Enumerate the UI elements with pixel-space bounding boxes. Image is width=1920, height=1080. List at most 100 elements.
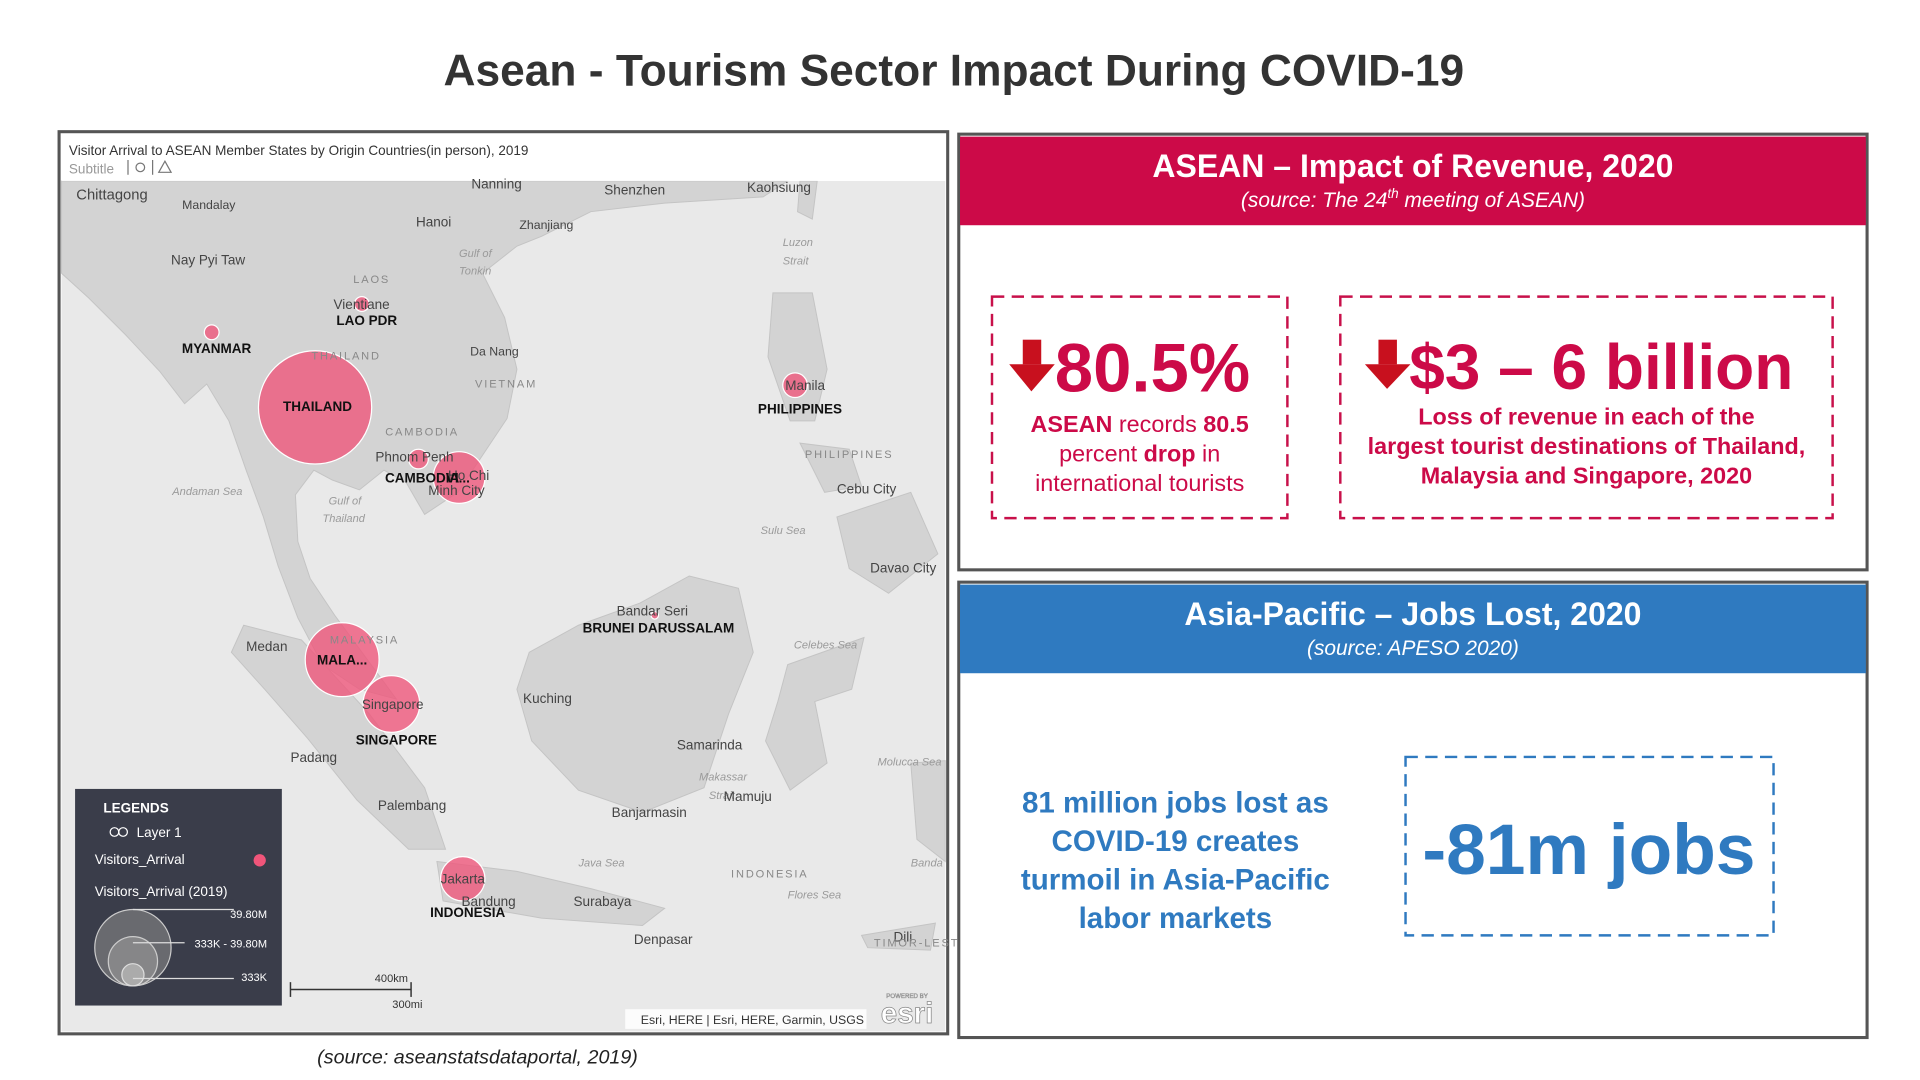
map-land	[61, 180, 946, 951]
kpi-description: largest tourist destinations of Thailand…	[1368, 433, 1806, 459]
country-label: LAO PDR	[336, 313, 397, 328]
kpi-description: Loss of revenue in each of the	[1418, 404, 1754, 430]
country-label: CAMBODIA	[385, 470, 460, 485]
map-title: Visitor Arrival to ASEAN Member States b…	[69, 143, 528, 158]
place-label: Dili	[894, 930, 913, 945]
source-part: (source: The 24	[1241, 189, 1387, 212]
place-label: Bandung	[462, 894, 516, 909]
description-part: percent	[1059, 441, 1143, 467]
country-label: MYANMAR	[182, 341, 252, 356]
card-title: ASEAN – Impact of Revenue, 2020	[1152, 148, 1673, 184]
place-label: Banda	[911, 857, 943, 869]
legend-size-label: 333K - 39.80M	[194, 939, 267, 951]
place-label: Tonkin	[459, 265, 491, 277]
place-label: Kuching	[523, 691, 572, 706]
place-label: MALAYSIA	[330, 635, 399, 647]
kpi-box	[1339, 295, 1834, 520]
place-label: Gulf of	[329, 496, 364, 508]
country-label: VI...	[446, 470, 470, 485]
attribution-bg	[625, 1009, 867, 1029]
kpi-description: Malaysia and Singapore, 2020	[1421, 463, 1752, 489]
place-label: Da Nang	[470, 345, 519, 359]
kpi-description: percent drop in	[1059, 441, 1220, 467]
legend-size-label: 39.80M	[230, 909, 267, 921]
place-label: Bandar Seri	[617, 603, 688, 618]
bubbles	[203, 296, 808, 902]
down-arrow	[1009, 339, 1055, 392]
legend-layer: Layer 1	[137, 825, 182, 840]
description-part: in	[1196, 441, 1221, 467]
place-label: Hanoi	[416, 214, 451, 229]
country-label: INDONESIA	[430, 905, 505, 920]
place-label: Surabaya	[574, 894, 632, 909]
description-part: drop	[1144, 441, 1196, 467]
page-title: Asean - Tourism Sector Impact During COV…	[444, 47, 1465, 96]
legend-size-title: Visitors_Arrival (2019)	[95, 884, 228, 899]
source-part: th	[1387, 186, 1398, 201]
place-label: VIETNAM	[475, 379, 537, 391]
description-part: international tourists	[1035, 470, 1244, 496]
place-label: Chittagong	[76, 187, 147, 203]
description-part: records	[1112, 411, 1203, 437]
footnote: (source: aseanstatsdataportal, 2019)	[317, 1046, 638, 1068]
map-header	[61, 134, 946, 181]
place-label: Nanning	[471, 176, 521, 191]
place-label: Mandalay	[182, 198, 236, 212]
map-icons	[127, 159, 173, 175]
legend-size-symbols	[94, 827, 266, 987]
place-label: Kaohsiung	[747, 180, 811, 195]
place-label: Palembang	[378, 798, 446, 813]
place-label: Luzon	[783, 237, 813, 249]
country-label: THAILAND	[283, 399, 352, 414]
place-label: Andaman Sea	[171, 486, 242, 498]
place-label: CAMBODIA	[385, 427, 459, 439]
place-label: Cebu City	[837, 482, 897, 497]
place-label: Zhanjiang	[519, 218, 573, 232]
source-part: meeting of ASEAN)	[1399, 189, 1585, 212]
card-header	[960, 136, 1866, 226]
legend-size-label: 333K	[241, 972, 267, 984]
card-title: Asia-Pacific – Jobs Lost, 2020	[1184, 596, 1641, 632]
jobs-description: 81 million jobs lost as	[1022, 786, 1329, 819]
place-label: Padang	[290, 750, 337, 765]
place-label: Flores Sea	[788, 889, 842, 901]
place-label: Davao City	[870, 560, 936, 575]
place-label: Medan	[246, 639, 287, 654]
scale-label: 400km	[375, 973, 408, 985]
card-source: (source: The 24th meeting of ASEAN)	[1241, 186, 1585, 212]
down-arrow	[1364, 339, 1411, 389]
place-label: Singapore	[362, 697, 424, 712]
place-label: PHILIPPINES	[805, 449, 894, 461]
kpi-box	[1404, 755, 1775, 937]
place-label: THAILAND	[311, 350, 380, 362]
place-label: Sulu Sea	[761, 525, 806, 537]
esri-logo: esri	[881, 997, 934, 1030]
scale-label: 300mi	[392, 999, 422, 1011]
place-label: Minh City	[428, 483, 485, 498]
place-label: Thailand	[322, 513, 365, 525]
place-label: Phnom Penh	[375, 450, 453, 465]
kpi-box	[990, 295, 1289, 520]
place-label: Denpasar	[634, 932, 693, 947]
jobs-description: turmoil in Asia-Pacific	[1021, 863, 1330, 896]
place-label: Manila	[785, 378, 825, 393]
kpi-value: $3 – 6 billion	[1409, 331, 1793, 403]
place-label: Samarinda	[677, 738, 743, 753]
place-label: Java Sea	[577, 857, 624, 869]
scale-bar	[289, 982, 412, 997]
place-label: Mamuju	[724, 789, 772, 804]
place-label: Strait	[709, 790, 736, 802]
place-label: Ho Chi	[448, 468, 489, 483]
card-source: (source: APESO 2020)	[1307, 637, 1519, 660]
kpi-value: -81m jobs	[1422, 810, 1755, 890]
country-label: PHILIPPINES	[758, 402, 842, 417]
place-label: TIMOR-LEST	[874, 937, 959, 949]
description-part: 80.5	[1203, 411, 1249, 437]
kpi-value: 80.5%	[1055, 329, 1250, 406]
place-label: Gulf of	[459, 248, 494, 260]
country-label: BRUNEI DARUSSALAM	[583, 621, 735, 636]
place-label: Celebes Sea	[794, 640, 857, 652]
attribution: Esri, HERE | Esri, HERE, Garmin, USGS	[641, 1013, 864, 1027]
legend-item: Visitors_Arrival	[95, 852, 185, 867]
